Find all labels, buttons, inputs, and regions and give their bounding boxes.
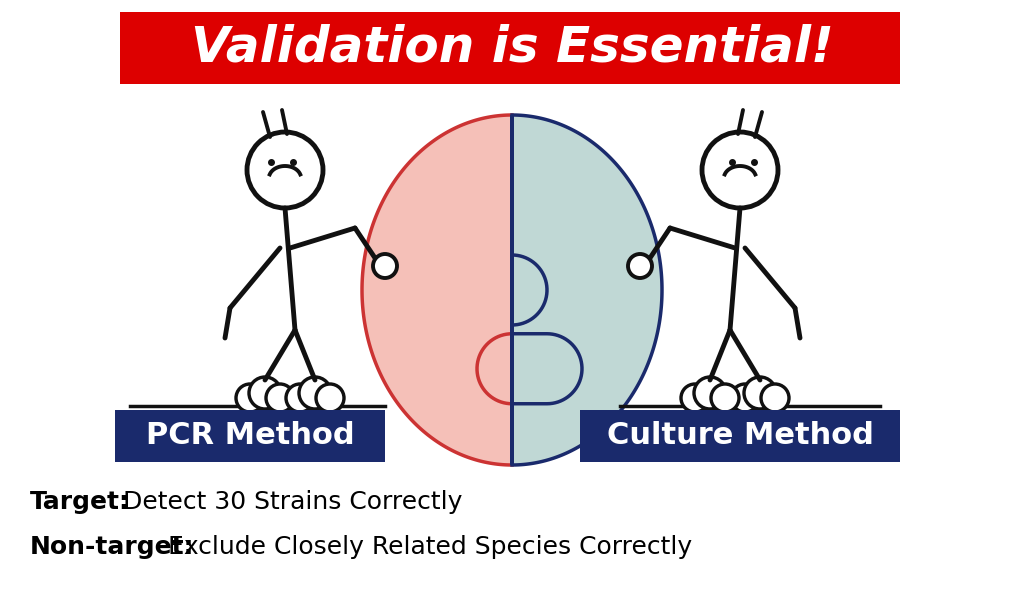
FancyBboxPatch shape [580,410,900,462]
FancyBboxPatch shape [115,410,385,462]
Text: Culture Method: Culture Method [606,421,873,450]
Circle shape [744,377,776,409]
Circle shape [249,377,281,409]
Circle shape [266,384,294,412]
Circle shape [247,132,323,208]
Text: PCR Method: PCR Method [145,421,354,450]
Text: Detect 30 Strains Correctly: Detect 30 Strains Correctly [115,490,463,514]
Circle shape [681,384,709,412]
Text: Non-target:: Non-target: [30,535,195,559]
Circle shape [702,132,778,208]
Text: Exclude Closely Related Species Correctly: Exclude Closely Related Species Correctl… [160,535,692,559]
Text: Target:: Target: [30,490,130,514]
Circle shape [731,384,759,412]
Circle shape [628,254,652,278]
Circle shape [373,254,397,278]
Circle shape [286,384,314,412]
Circle shape [694,377,726,409]
Circle shape [236,384,264,412]
Circle shape [316,384,344,412]
Circle shape [761,384,790,412]
Text: Validation is Essential!: Validation is Essential! [190,24,834,72]
Polygon shape [512,115,662,465]
Circle shape [299,377,331,409]
FancyBboxPatch shape [120,12,900,84]
Circle shape [711,384,739,412]
Polygon shape [362,115,582,465]
